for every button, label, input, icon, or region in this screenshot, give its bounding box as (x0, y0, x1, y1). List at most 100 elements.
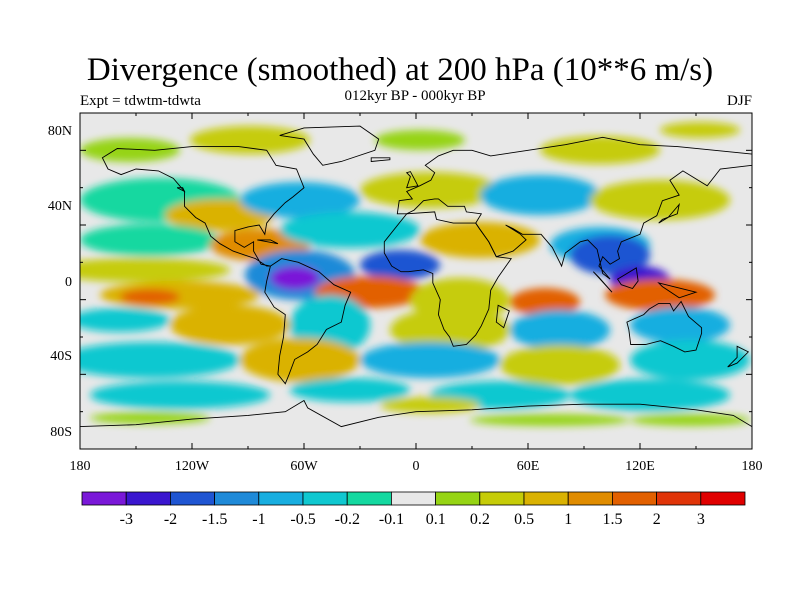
colorbar-label: -0.5 (290, 511, 315, 528)
colorbar-box (125, 491, 171, 506)
divergence-region (470, 414, 630, 426)
colorbar (81, 491, 746, 506)
divergence-region (605, 279, 715, 311)
divergence-region (80, 342, 240, 378)
divergence-region (270, 266, 320, 290)
divergence-region (360, 250, 440, 280)
colorbar-box (258, 491, 304, 506)
coastline (626, 300, 703, 353)
lon-label-120e: 120E (625, 459, 655, 474)
colorbar-box (523, 491, 569, 506)
divergence-region (80, 308, 170, 332)
divergence-region (80, 224, 220, 256)
divergence-region (170, 305, 290, 345)
coastline (383, 211, 512, 347)
divergence-region (375, 130, 465, 150)
divergence-region (360, 172, 500, 208)
divergence-region (590, 180, 730, 220)
colorbar-label: -1 (252, 511, 265, 528)
experiment-label: Expt = tdwtm-tdwta (80, 93, 201, 109)
divergence-region (240, 182, 360, 218)
coastline (176, 187, 186, 193)
divergence-region (120, 289, 180, 305)
colorbar-label: 0.5 (514, 511, 534, 528)
divergence-region (630, 340, 750, 380)
colorbar-box (435, 491, 481, 506)
divergence-region (90, 412, 210, 424)
divergence-region (540, 136, 660, 164)
colorbar-box (214, 491, 260, 506)
divergence-region (510, 288, 580, 316)
colorbar-box (346, 491, 392, 506)
colorbar-label: -3 (120, 511, 133, 528)
colorbar-box (81, 491, 127, 506)
colorbar-label: 1.5 (603, 511, 623, 528)
divergence-region (380, 397, 480, 413)
divergence-region (570, 379, 730, 411)
lat-label-40n: 40N (48, 199, 72, 214)
divergence-region (290, 378, 410, 402)
colorbar-box (567, 491, 613, 506)
colorbar-label: -0.1 (379, 511, 404, 528)
lat-label-40s: 40S (50, 349, 72, 364)
divergence-region (420, 222, 540, 258)
divergence-region (360, 342, 500, 378)
divergence-region (80, 138, 180, 162)
divergence-region (480, 175, 600, 215)
divergence-region (90, 381, 270, 409)
colorbar-label: 3 (697, 511, 705, 528)
colorbar-box (700, 491, 746, 506)
lon-label-180e: 180 (742, 459, 763, 474)
colorbar-labels: -3 -2 -1.5 -1 -0.5 -0.2 -0.1 0.1 0.2 0.5… (120, 511, 705, 528)
divergence-region (190, 126, 310, 154)
coastline (257, 239, 279, 245)
divergence-region (510, 310, 610, 350)
coastline (592, 271, 613, 293)
subtitle: 012kyr BP - 000kyr BP (344, 88, 486, 104)
lon-label-60w: 60W (290, 459, 318, 474)
divergence-region (80, 258, 230, 282)
divergence-region (570, 235, 650, 275)
season-label: DJF (726, 93, 752, 109)
coastline (80, 399, 752, 449)
divergence-region (240, 338, 360, 382)
lon-label-120w: 120W (175, 459, 210, 474)
colorbar-box (479, 491, 525, 506)
colorbar-box (390, 491, 436, 506)
colorbar-label: 2 (653, 511, 661, 528)
coastline (616, 267, 639, 290)
coastline (101, 146, 305, 267)
divergence-region (280, 212, 420, 248)
colorbar-box (169, 491, 215, 506)
divergence-field (80, 113, 752, 449)
coastline (370, 157, 391, 162)
colorbar-label: 0.2 (470, 511, 490, 528)
page-title: Divergence (smoothed) at 200 hPa (10**6 … (86, 52, 714, 88)
lat-label-80s: 80S (50, 425, 72, 440)
coastline (264, 258, 352, 385)
divergence-region (630, 414, 750, 426)
divergence-region (390, 308, 510, 352)
lon-label-0: 0 (413, 459, 420, 474)
coastline (396, 136, 752, 280)
coastline (657, 282, 698, 299)
coastline (279, 125, 380, 166)
colorbar-box (656, 491, 702, 506)
lat-label-eq: 0 (65, 275, 72, 290)
colorbar-box (612, 491, 658, 506)
coastline (495, 304, 510, 329)
colorbar-label: -1.5 (202, 511, 227, 528)
lon-label-60e: 60E (517, 459, 540, 474)
coastline (658, 202, 680, 224)
coastline (727, 345, 750, 368)
colorbar-box (302, 491, 348, 506)
axis-ticks (79, 112, 753, 450)
divergence-region (500, 345, 620, 385)
coastline (405, 171, 419, 189)
colorbar-label: -2 (164, 511, 177, 528)
coastlines (80, 125, 752, 449)
lon-label-180w: 180 (70, 459, 91, 474)
divergence-region (630, 307, 730, 343)
colorbar-label: -0.2 (335, 511, 360, 528)
